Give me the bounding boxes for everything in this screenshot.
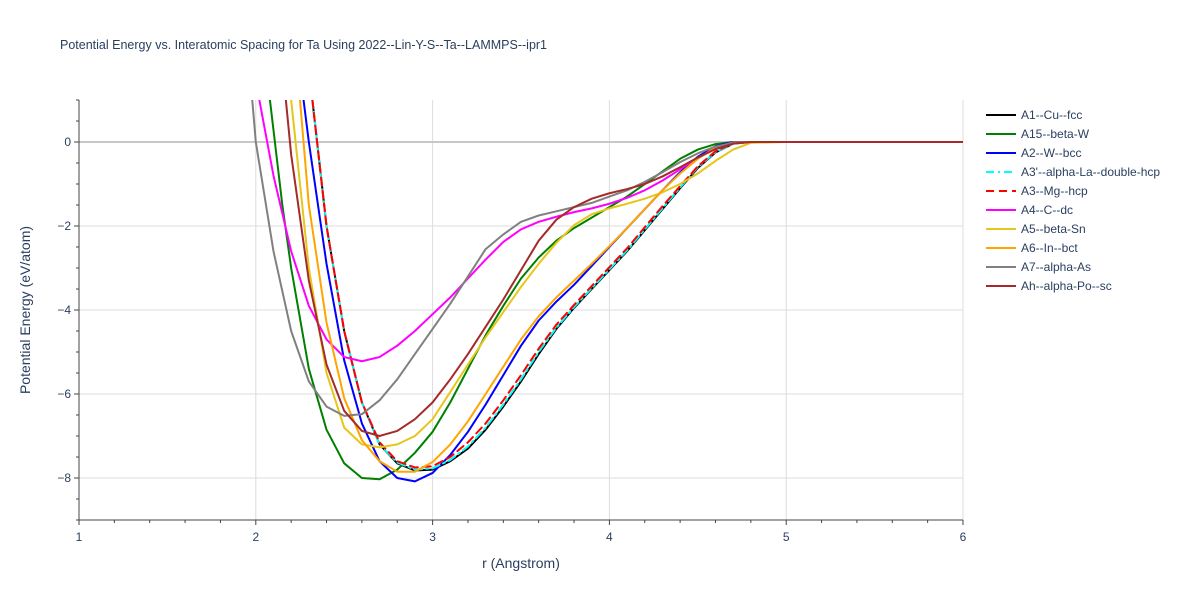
series-line-A5--beta-Sn bbox=[290, 100, 963, 449]
x-tick-label: 6 bbox=[960, 530, 967, 544]
legend-label: A5--beta-Sn bbox=[1021, 222, 1086, 236]
y-axis-title: Potential Energy (eV/atom) bbox=[17, 226, 33, 394]
series-line-Ah--alpha-Po--sc bbox=[284, 100, 963, 437]
legend-label: A1--Cu--fcc bbox=[1021, 108, 1082, 122]
x-tick-label: 4 bbox=[606, 530, 613, 544]
legend-label: A3--Mg--hcp bbox=[1021, 184, 1088, 198]
legend-item[interactable]: A15--beta-W bbox=[986, 127, 1090, 141]
legend-label: A4--C--dc bbox=[1021, 203, 1073, 217]
legend-item[interactable]: A2--W--bcc bbox=[986, 146, 1081, 160]
y-tick-label: 0 bbox=[64, 135, 71, 149]
series-line-A15--beta-W bbox=[268, 100, 963, 481]
chart-title: Potential Energy vs. Interatomic Spacing… bbox=[60, 38, 548, 52]
x-axis-title: r (Angstrom) bbox=[482, 555, 560, 571]
y-tick-label: −2 bbox=[57, 219, 71, 233]
legend-item[interactable]: A3'--alpha-La--double-hcp bbox=[986, 165, 1160, 179]
series-line-A7--alpha-As bbox=[251, 100, 963, 417]
legend-item[interactable]: A7--alpha-As bbox=[986, 260, 1091, 274]
legend-item[interactable]: A6--In--bct bbox=[986, 241, 1078, 255]
legend-label: Ah--alpha-Po--sc bbox=[1021, 279, 1112, 293]
legend-label: A7--alpha-As bbox=[1021, 260, 1091, 274]
legend-item[interactable]: A4--C--dc bbox=[986, 203, 1073, 217]
series-line-A2--W--bcc bbox=[302, 100, 963, 483]
y-tick-label: −8 bbox=[57, 471, 71, 485]
axes-layer: 1 2 3 4 5 6 0 −2 −4 −6 −8 bbox=[57, 99, 967, 544]
y-tick-label: −4 bbox=[57, 303, 71, 317]
legend-item[interactable]: Ah--alpha-Po--sc bbox=[986, 279, 1112, 293]
series-line-A1--Cu--fcc bbox=[311, 100, 963, 472]
series-line-A4--C--dc bbox=[258, 100, 963, 363]
legend-label: A2--W--bcc bbox=[1021, 146, 1081, 160]
series-line-A3'--alpha-La--double-hcp bbox=[311, 100, 963, 471]
legend-item[interactable]: A5--beta-Sn bbox=[986, 222, 1086, 236]
x-tick-label: 2 bbox=[252, 530, 259, 544]
legend-item[interactable]: A1--Cu--fcc bbox=[986, 108, 1082, 122]
legend-item[interactable]: A3--Mg--hcp bbox=[986, 184, 1088, 198]
x-tick-label: 3 bbox=[429, 530, 436, 544]
grid-layer bbox=[79, 100, 964, 520]
series-line-A3--Mg--hcp bbox=[311, 100, 963, 469]
legend-label: A15--beta-W bbox=[1021, 127, 1090, 141]
legend: A1--Cu--fcc A15--beta-W A2--W--bcc A3'--alp… bbox=[986, 108, 1160, 293]
series-line-A6--In--bct bbox=[299, 100, 963, 473]
x-tick-label: 1 bbox=[76, 530, 83, 544]
legend-label: A3'--alpha-La--double-hcp bbox=[1021, 165, 1160, 179]
x-tick-label: 5 bbox=[783, 530, 790, 544]
legend-label: A6--In--bct bbox=[1021, 241, 1078, 255]
y-tick-label: −6 bbox=[57, 387, 71, 401]
series-layer bbox=[251, 100, 963, 483]
